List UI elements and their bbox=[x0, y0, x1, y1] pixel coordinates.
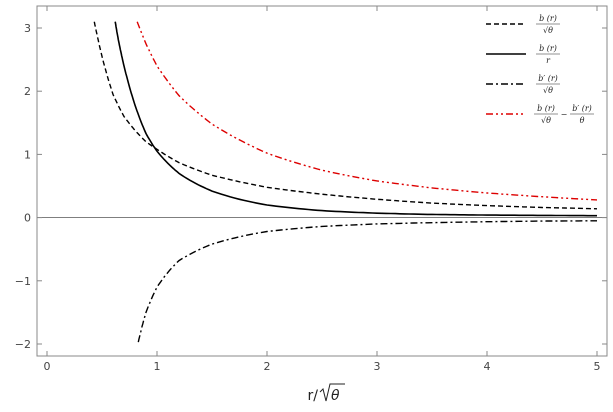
series-line-1 bbox=[93, 21, 598, 210]
x-tick-label: 2 bbox=[264, 360, 271, 373]
x-tick-label: 3 bbox=[374, 360, 381, 373]
x-tick-label: 1 bbox=[154, 360, 161, 373]
legend-fraction-2: b′ (r) θ bbox=[570, 104, 594, 125]
legend-denominator: θ bbox=[580, 116, 585, 125]
legend-fraction: b (r) √θ bbox=[536, 14, 560, 35]
series-line-3 bbox=[137, 220, 597, 343]
sqrt-symbol bbox=[319, 383, 345, 402]
legend: b (r)√θb (r)rb′ (r)√θb (r)√θ−b′ (r)θ bbox=[486, 14, 594, 125]
ticks-layer: 0 1 2 3 4 5 −2 −1 0 1 2 3 bbox=[15, 6, 607, 373]
legend-numerator: b′ (r) bbox=[538, 74, 558, 83]
x-tick-label: 5 bbox=[594, 360, 601, 373]
y-tick-label: −2 bbox=[15, 338, 31, 351]
series-line-4 bbox=[136, 21, 598, 201]
legend-numerator: b (r) bbox=[537, 104, 555, 113]
series-layer bbox=[93, 21, 598, 343]
y-tick-label: −1 bbox=[15, 275, 31, 288]
y-tick-label: 2 bbox=[24, 85, 31, 98]
legend-item-2: b (r) r bbox=[486, 44, 560, 65]
legend-denominator: √θ bbox=[541, 116, 551, 125]
legend-minus: − bbox=[561, 110, 568, 119]
y-tick-label: 0 bbox=[24, 212, 31, 225]
x-axis-title-radicand: θ bbox=[331, 388, 340, 404]
x-axis-title: r/ bbox=[308, 388, 319, 404]
legend-fraction: b′ (r) √θ bbox=[536, 74, 560, 95]
legend-numerator: b′ (r) bbox=[572, 104, 592, 113]
legend-numerator: b (r) bbox=[539, 44, 557, 53]
legend-denominator: r bbox=[546, 56, 551, 65]
plot-frame bbox=[36, 5, 608, 357]
y-tick-label: 1 bbox=[24, 148, 31, 161]
legend-numerator: b (r) bbox=[539, 14, 557, 23]
legend-fraction: b (r) r bbox=[536, 44, 560, 65]
legend-denominator: √θ bbox=[543, 86, 553, 95]
legend-fraction-1: b (r) √θ bbox=[534, 104, 558, 125]
x-tick-label: 4 bbox=[484, 360, 491, 373]
legend-item-1: b (r) √θ bbox=[486, 14, 560, 35]
y-tick-label: 3 bbox=[24, 22, 31, 35]
legend-item-3: b′ (r) √θ bbox=[486, 74, 560, 95]
legend-denominator: √θ bbox=[543, 26, 553, 35]
series-line-2 bbox=[114, 21, 597, 217]
x-tick-label: 0 bbox=[44, 360, 51, 373]
legend-item-4: b (r) √θ −b′ (r) θ bbox=[486, 104, 594, 125]
